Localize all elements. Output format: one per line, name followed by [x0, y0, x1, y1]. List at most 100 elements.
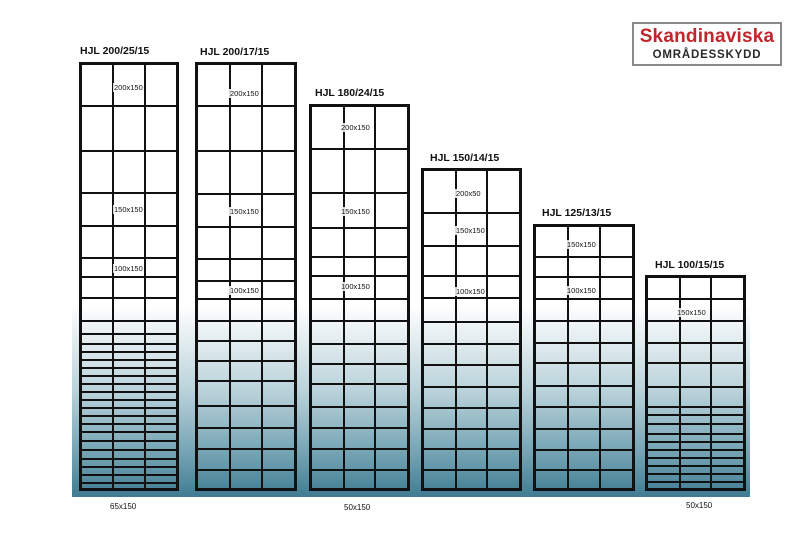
horizontal-wire — [198, 340, 294, 342]
horizontal-wire — [536, 276, 632, 278]
mesh-size-label: 200x150 — [340, 123, 371, 132]
horizontal-wire — [82, 391, 176, 393]
horizontal-wire — [648, 386, 743, 388]
horizontal-wire — [82, 276, 176, 278]
horizontal-wire — [82, 225, 176, 227]
vertical-wire — [455, 171, 457, 488]
horizontal-wire — [198, 226, 294, 228]
horizontal-wire — [648, 473, 743, 475]
horizontal-wire — [648, 298, 743, 300]
horizontal-wire — [82, 297, 176, 299]
gradient-backdrop — [72, 305, 750, 497]
vertical-wire — [261, 65, 263, 488]
horizontal-wire — [82, 333, 176, 335]
horizontal-wire — [82, 320, 176, 322]
panel-title: HJL 150/14/15 — [430, 152, 500, 164]
bottom-label-2: 50x150 — [344, 503, 371, 512]
mesh-panel — [195, 62, 297, 491]
horizontal-wire — [312, 192, 407, 194]
horizontal-wire — [82, 383, 176, 385]
horizontal-wire — [648, 320, 743, 322]
horizontal-wire — [82, 359, 176, 361]
horizontal-wire — [648, 441, 743, 443]
horizontal-wire — [424, 386, 519, 388]
horizontal-wire — [424, 321, 519, 323]
horizontal-wire — [198, 380, 294, 382]
horizontal-wire — [82, 105, 176, 107]
horizontal-wire — [648, 433, 743, 435]
horizontal-wire — [536, 469, 632, 471]
panel-title: HJL 125/13/15 — [542, 207, 612, 219]
mesh-panel — [309, 104, 410, 491]
horizontal-wire — [424, 343, 519, 345]
horizontal-wire — [312, 343, 407, 345]
bottom-label-1: 65x150 — [110, 502, 137, 511]
horizontal-wire — [648, 423, 743, 425]
panel-title: HJL 180/24/15 — [315, 87, 385, 99]
horizontal-wire — [536, 342, 632, 344]
horizontal-wire — [198, 469, 294, 471]
horizontal-wire — [198, 105, 294, 107]
mesh-panel — [645, 275, 746, 491]
horizontal-wire — [424, 297, 519, 299]
horizontal-wire — [82, 449, 176, 451]
horizontal-wire — [536, 406, 632, 408]
vertical-wire — [486, 171, 488, 488]
horizontal-wire — [198, 360, 294, 362]
horizontal-wire — [648, 342, 743, 344]
horizontal-wire — [536, 256, 632, 258]
horizontal-wire — [82, 375, 176, 377]
vertical-wire — [710, 278, 712, 488]
horizontal-wire — [536, 385, 632, 387]
horizontal-wire — [198, 298, 294, 300]
horizontal-wire — [82, 150, 176, 152]
horizontal-wire — [648, 457, 743, 459]
mesh-size-label: 150x150 — [340, 207, 371, 216]
horizontal-wire — [82, 474, 176, 476]
vertical-wire — [679, 278, 681, 488]
horizontal-wire — [536, 449, 632, 451]
horizontal-wire — [82, 423, 176, 425]
vertical-wire — [229, 65, 231, 488]
panel-title: HJL 200/25/15 — [80, 45, 150, 57]
horizontal-wire — [82, 458, 176, 460]
horizontal-wire — [648, 465, 743, 467]
horizontal-wire — [536, 428, 632, 430]
panel-title: HJL 200/17/15 — [200, 46, 270, 58]
mesh-size-label: 150x150 — [113, 205, 144, 214]
horizontal-wire — [82, 466, 176, 468]
horizontal-wire — [312, 275, 407, 277]
horizontal-wire — [424, 245, 519, 247]
horizontal-wire — [198, 258, 294, 260]
vertical-wire — [343, 107, 345, 488]
mesh-panel — [421, 168, 522, 491]
mesh-size-label: 200x50 — [455, 189, 482, 198]
horizontal-wire — [312, 227, 407, 229]
horizontal-wire — [536, 298, 632, 300]
horizontal-wire — [312, 363, 407, 365]
mesh-size-label: 200x150 — [229, 89, 260, 98]
horizontal-wire — [82, 351, 176, 353]
horizontal-wire — [312, 148, 407, 150]
horizontal-wire — [82, 343, 176, 345]
horizontal-wire — [312, 469, 407, 471]
horizontal-wire — [648, 414, 743, 416]
mesh-size-label: 150x150 — [676, 308, 707, 317]
horizontal-wire — [424, 448, 519, 450]
horizontal-wire — [82, 367, 176, 369]
horizontal-wire — [424, 212, 519, 214]
mesh-size-label: 100x150 — [455, 287, 486, 296]
horizontal-wire — [312, 427, 407, 429]
horizontal-wire — [312, 448, 407, 450]
horizontal-wire — [312, 383, 407, 385]
horizontal-wire — [82, 431, 176, 433]
mesh-panel — [79, 62, 179, 491]
vertical-wire — [567, 227, 569, 488]
horizontal-wire — [198, 193, 294, 195]
mesh-size-label: 100x150 — [229, 286, 260, 295]
horizontal-wire — [424, 364, 519, 366]
horizontal-wire — [198, 320, 294, 322]
mesh-size-label: 100x150 — [113, 264, 144, 273]
horizontal-wire — [312, 406, 407, 408]
